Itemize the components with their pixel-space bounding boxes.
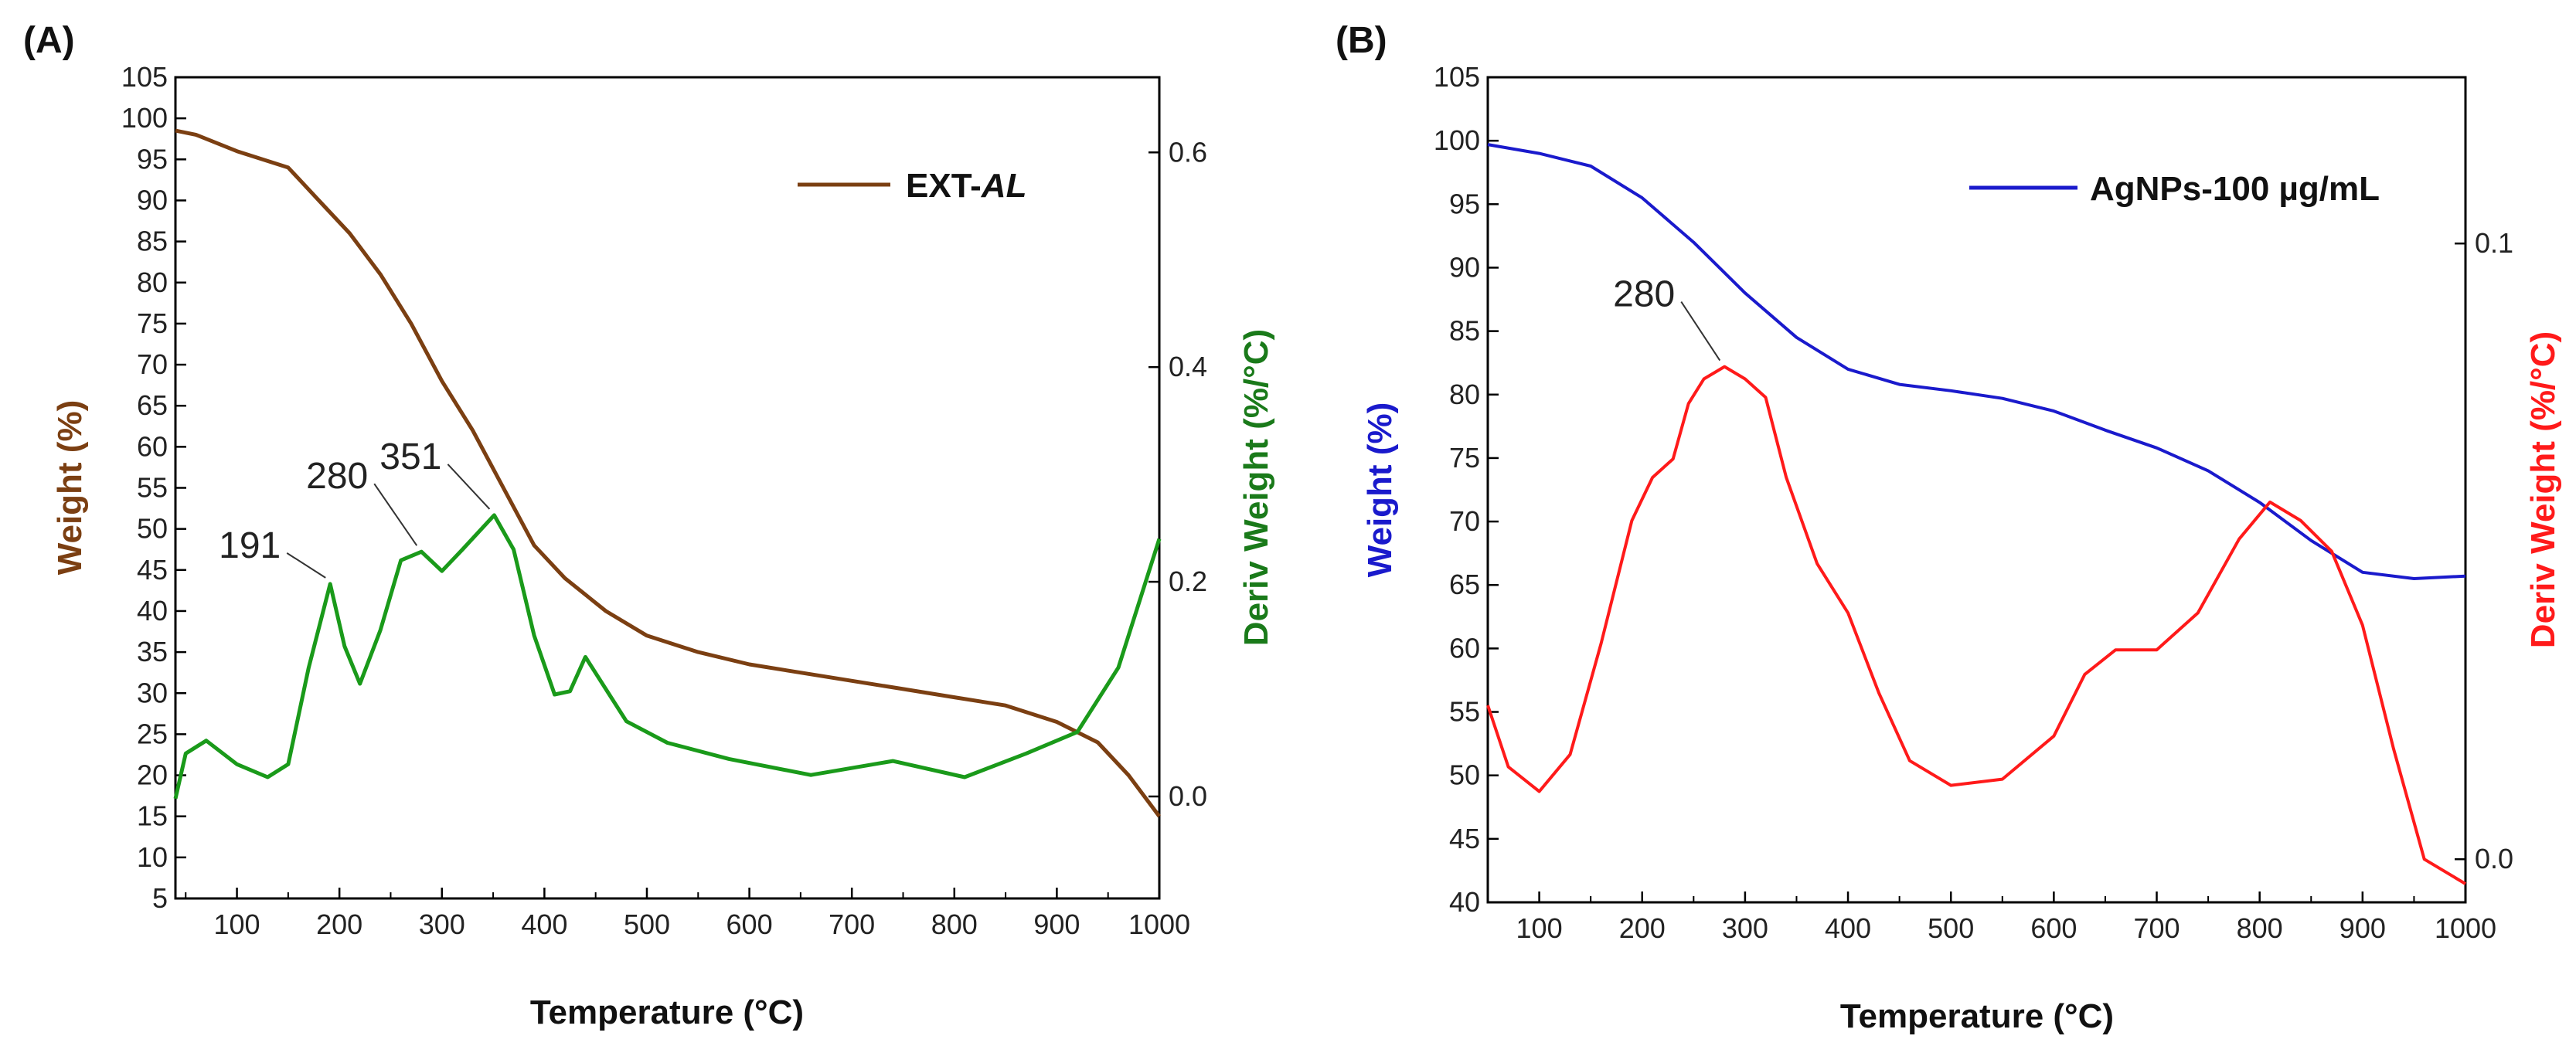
panel-a-label: (A) — [23, 20, 75, 61]
right-y-tick-label: 0.0 — [2475, 843, 2513, 875]
annotation-leader — [373, 483, 418, 546]
left-y-tick-label: 50 — [1449, 759, 1480, 791]
panel-a-right-y-ticks: 0.0 0.2 0.4 0.6 — [1148, 136, 1207, 812]
x-tick-label: 900 — [2339, 912, 2386, 944]
left-y-tick-label: 45 — [137, 554, 168, 586]
left-y-tick-label: 20 — [137, 759, 168, 791]
x-tick-label: 300 — [1722, 912, 1768, 944]
left-y-tick-label: 10 — [137, 841, 168, 873]
x-tick-label: 400 — [521, 908, 567, 940]
x-tick-label: 200 — [316, 908, 362, 940]
annotation-label: 280 — [1613, 274, 1675, 315]
left-y-tick-label: 80 — [1449, 379, 1480, 410]
panel-b-left-y-ticks: 40 45 50 55 60 65 70 75 80 85 90 95 100 105 — [1434, 61, 1499, 918]
left-y-tick-label: 5 — [152, 882, 168, 914]
annotation-leader — [447, 464, 491, 510]
annotation-label: 351 — [379, 436, 441, 477]
right-y-tick-label: 0.6 — [1169, 136, 1207, 168]
left-y-tick-label: 105 — [1434, 61, 1480, 93]
panel-a-annotations: 191 280 351 — [219, 436, 491, 579]
panel-b-legend-label: AgNPs-100 µg/mL — [2090, 170, 2380, 208]
left-y-tick-label: 85 — [1449, 315, 1480, 347]
x-tick-label: 400 — [1825, 912, 1871, 944]
left-y-tick-label: 40 — [1449, 886, 1480, 918]
left-y-tick-label: 85 — [137, 226, 168, 257]
left-y-tick-label: 100 — [1434, 124, 1480, 156]
x-tick-label: 500 — [1928, 912, 1974, 944]
left-y-tick-label: 75 — [137, 307, 168, 339]
left-y-tick-label: 105 — [121, 61, 168, 93]
panel-b-right-axis-title: Deriv Weight (%/°C) — [2524, 331, 2562, 648]
x-tick-label: 800 — [2237, 912, 2283, 944]
x-tick-label: 600 — [2030, 912, 2077, 944]
panel-a-deriv-line — [173, 513, 1162, 800]
right-y-tick-label: 0.0 — [1169, 780, 1207, 812]
left-y-tick-label: 70 — [137, 348, 168, 380]
panel-a-x-axis-title: Temperature (°C) — [530, 993, 804, 1031]
x-tick-label: 100 — [1516, 912, 1563, 944]
panel-b-label: (B) — [1336, 20, 1387, 61]
left-y-tick-label: 45 — [1449, 823, 1480, 854]
panel-b-weight-line — [1487, 143, 2466, 580]
annotation-leader — [286, 552, 326, 579]
panel-a-legend-label: EXT-AL — [906, 167, 1026, 205]
panel-b-deriv-line — [1486, 365, 2467, 885]
panel-b-left-axis-title: Weight (%) — [1361, 402, 1399, 578]
panel-a-left-axis-title: Weight (%) — [51, 400, 89, 576]
x-tick-label: 100 — [214, 908, 260, 940]
left-y-tick-label: 55 — [137, 472, 168, 504]
left-y-tick-label: 90 — [137, 184, 168, 216]
left-y-tick-label: 30 — [137, 677, 168, 708]
panel-a-chart: (A) 100 200 300 400 500 600 700 800 900 1000 5 10 1… — [23, 20, 1275, 1031]
left-y-tick-label: 50 — [137, 513, 168, 545]
annotation-label: 280 — [306, 456, 368, 497]
x-tick-label: 200 — [1619, 912, 1666, 944]
panel-a-right-axis-title: Deriv Weight (%/°C) — [1237, 329, 1275, 646]
left-y-tick-label: 65 — [137, 389, 168, 421]
panel-a-left-y-ticks: 5 10 15 20 25 30 35 40 45 50 55 60 65 70 75 80 85 90 95 100… — [121, 61, 186, 914]
x-tick-label: 600 — [727, 908, 773, 940]
x-tick-label: 500 — [624, 908, 670, 940]
x-tick-label: 700 — [829, 908, 875, 940]
left-y-tick-label: 55 — [1449, 696, 1480, 728]
left-y-tick-label: 95 — [137, 143, 168, 175]
x-tick-label: 800 — [931, 908, 978, 940]
left-y-tick-label: 70 — [1449, 505, 1480, 537]
annotation-leader — [1680, 301, 1721, 362]
panel-a-x-ticks: 100 200 300 400 500 600 700 800 900 1000 — [185, 888, 1190, 940]
left-y-tick-label: 100 — [121, 102, 168, 134]
right-y-tick-label: 0.4 — [1169, 351, 1207, 382]
left-y-tick-label: 35 — [137, 636, 168, 667]
left-y-tick-label: 95 — [1449, 188, 1480, 219]
left-y-tick-label: 40 — [137, 595, 168, 627]
panel-b-annotations: 280 — [1613, 274, 1721, 362]
x-tick-label: 300 — [419, 908, 465, 940]
left-y-tick-label: 15 — [137, 800, 168, 832]
panel-a-weight-line — [175, 128, 1162, 818]
panel-b-x-axis-title: Temperature (°C) — [1840, 997, 2114, 1035]
left-y-tick-label: 25 — [137, 718, 168, 749]
left-y-tick-label: 80 — [137, 267, 168, 298]
x-tick-label: 700 — [2133, 912, 2180, 944]
panel-b-x-ticks: 100 200 300 400 500 600 700 800 900 1000 — [1516, 891, 2496, 944]
x-tick-label: 900 — [1033, 908, 1080, 940]
right-y-tick-label: 0.1 — [2475, 227, 2513, 259]
left-y-tick-label: 60 — [137, 430, 168, 462]
annotation-label: 191 — [219, 525, 281, 566]
panel-b-plot-frame — [1486, 76, 2467, 904]
panel-b-right-y-ticks: 0.0 0.1 — [2455, 227, 2513, 875]
left-y-tick-label: 90 — [1449, 251, 1480, 283]
x-tick-label: 1000 — [2435, 912, 2496, 944]
x-tick-label: 1000 — [1128, 908, 1190, 940]
panel-b-chart: (B) 100 200 300 400 500 600 700 800 900 1000 40 45… — [1336, 20, 2562, 1035]
right-y-tick-label: 0.2 — [1169, 565, 1207, 597]
left-y-tick-label: 75 — [1449, 442, 1480, 474]
left-y-tick-label: 65 — [1449, 569, 1480, 600]
left-y-tick-label: 60 — [1449, 632, 1480, 664]
